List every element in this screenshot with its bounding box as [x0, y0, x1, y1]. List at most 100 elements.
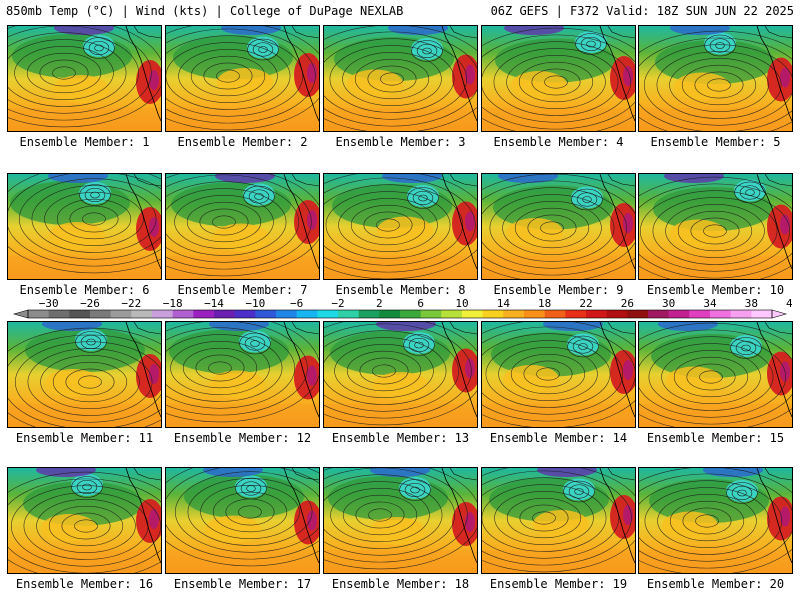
isobar-contour [669, 500, 745, 542]
panel-label: Ensemble Member: 13 [331, 431, 470, 445]
temp-map [7, 467, 162, 574]
heat-core [780, 506, 790, 527]
subtropics [324, 256, 477, 279]
panel-member-8[interactable]: Ensemble Member: 8 [323, 173, 478, 297]
low-contour [94, 44, 104, 52]
panel-member-15[interactable]: Ensemble Member: 15 [638, 321, 793, 445]
isobar-contour [178, 49, 278, 103]
isobar-contour [190, 55, 266, 97]
colorbar-tick-label: 6 [417, 298, 424, 310]
isobar-contour [669, 58, 769, 112]
isobar-contour [61, 512, 111, 540]
border-line [764, 26, 792, 39]
colorbar-swatch [668, 310, 690, 318]
warm-ridge [662, 511, 718, 540]
panel-member-18[interactable]: Ensemble Member: 18 [323, 467, 478, 591]
border-line [133, 468, 161, 481]
warm-ridge [53, 75, 109, 103]
panel-member-20[interactable]: Ensemble Member: 20 [638, 467, 793, 591]
cold-core [734, 179, 766, 202]
heat-core [307, 365, 317, 386]
panel-member-7[interactable]: Ensemble Member: 7 [165, 173, 320, 297]
low-contour [730, 337, 762, 359]
low-contour [76, 479, 98, 495]
panel-member-5[interactable]: Ensemble Member: 5 [638, 25, 793, 149]
colorbar-tick-label: −30 [39, 298, 59, 310]
low-contour [571, 188, 603, 211]
subtropics [482, 550, 635, 573]
isobar-contour [482, 477, 620, 559]
panel-member-6[interactable]: Ensemble Member: 6 [7, 173, 162, 297]
panel-member-3[interactable]: Ensemble Member: 3 [323, 25, 478, 149]
panel-member-13[interactable]: Ensemble Member: 13 [323, 321, 478, 445]
panel-label: Ensemble Member: 4 [493, 135, 624, 149]
subtropics [166, 404, 319, 427]
isobar-contour [48, 505, 124, 547]
border-line [133, 174, 161, 187]
isobar-contour [703, 224, 727, 238]
border-line [133, 322, 161, 335]
coastline [283, 468, 319, 564]
cold-core [563, 478, 595, 501]
low-contour [568, 484, 590, 499]
isobar-contour [695, 514, 719, 528]
cold-core [571, 186, 603, 209]
heat-core [307, 510, 317, 531]
coastline [756, 468, 792, 564]
isobar-contour [677, 210, 753, 252]
colorbar-tick-label: −14 [204, 298, 224, 310]
coastline [441, 174, 477, 270]
isobar-contour [489, 194, 615, 262]
border-line [607, 26, 635, 39]
coastline [599, 174, 635, 270]
isobar-contour [324, 323, 472, 419]
arctic-air [670, 26, 730, 35]
isobar-contour [643, 44, 792, 126]
border-line [764, 174, 792, 187]
colorbar-swatch [338, 310, 359, 318]
colorbar-swatch [689, 310, 711, 318]
panel-member-11[interactable]: Ensemble Member: 11 [7, 321, 162, 445]
low-contour [411, 40, 443, 62]
isobar-contour [519, 504, 569, 532]
low-contour [578, 343, 588, 350]
panel-member-14[interactable]: Ensemble Member: 14 [481, 321, 636, 445]
isobar-contour [65, 368, 115, 396]
isobar-contour [639, 37, 792, 131]
panel-member-9[interactable]: Ensemble Member: 9 [481, 173, 636, 297]
isobar-contour [8, 32, 140, 114]
colorbar-swatch [441, 310, 463, 318]
temp-map [7, 321, 162, 428]
colorbar-swatch [193, 310, 215, 318]
isobar-contour [690, 217, 740, 245]
isobar-contour [359, 357, 409, 385]
temp-map [165, 25, 320, 132]
heat-core [465, 358, 475, 379]
isobar-contour [639, 190, 791, 272]
colorbar-swatch [317, 310, 339, 318]
colorbar-tick-label: −6 [290, 298, 303, 310]
isobar-contour [707, 78, 731, 92]
border-line [607, 174, 635, 187]
panel-member-19[interactable]: Ensemble Member: 19 [481, 467, 636, 591]
panel-member-2[interactable]: Ensemble Member: 2 [165, 25, 320, 149]
panel-member-12[interactable]: Ensemble Member: 12 [165, 321, 320, 445]
panel-member-4[interactable]: Ensemble Member: 4 [481, 25, 636, 149]
panel-member-17[interactable]: Ensemble Member: 17 [165, 467, 320, 591]
colorbar-tick-label: 2 [376, 298, 383, 310]
isobar-contour [350, 204, 426, 246]
subtropics [8, 108, 161, 131]
isobar-contour [26, 52, 102, 94]
coastline [441, 468, 477, 564]
panel-member-1[interactable]: Ensemble Member: 1 [7, 25, 162, 149]
isobar-contour [482, 333, 624, 415]
panel-label: Ensemble Member: 7 [177, 283, 308, 297]
panel-member-10[interactable]: Ensemble Member: 10 [638, 173, 793, 297]
isobar-contour [324, 474, 456, 556]
panel-member-16[interactable]: Ensemble Member: 16 [7, 467, 162, 591]
isobar-contour [644, 487, 770, 555]
isobar-contour [657, 494, 757, 548]
isobar-contour [639, 480, 783, 562]
isobar-contour [14, 341, 161, 423]
isobar-contour [166, 334, 283, 402]
